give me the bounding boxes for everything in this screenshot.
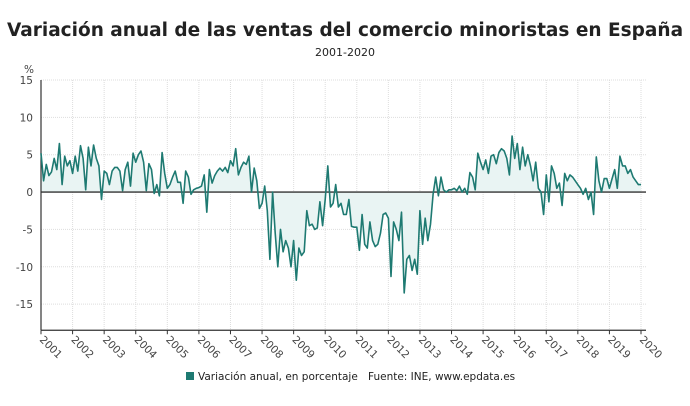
legend: Variación anual, en porcentaje Fuente: I… bbox=[186, 371, 515, 383]
x-tick-label: 2004 bbox=[132, 334, 160, 362]
x-tick-label: 2012 bbox=[384, 334, 411, 361]
x-tick-label: 2006 bbox=[195, 334, 223, 362]
x-tick-label: 2010 bbox=[321, 334, 348, 361]
x-tick-label: 2001 bbox=[37, 334, 64, 361]
x-tick-label: 2009 bbox=[290, 334, 317, 361]
x-tick-labels: 2001 2002 2003 2004 2005 2006 2007 2008 2009 2010… bbox=[37, 334, 664, 362]
series-path bbox=[40, 135, 641, 294]
x-tick-label: 2007 bbox=[226, 334, 253, 361]
y-tick-label: -15 bbox=[16, 299, 33, 311]
y-tick-label: 5 bbox=[26, 150, 33, 162]
x-tick-label: 2005 bbox=[163, 334, 190, 361]
x-tick-label: 2003 bbox=[100, 334, 127, 361]
x-tick-label: 2008 bbox=[258, 334, 285, 361]
x-tick-label: 2017 bbox=[542, 334, 569, 361]
area-path bbox=[41, 136, 641, 293]
x-tick-label: 2013 bbox=[416, 334, 443, 361]
x-tick-label: 2016 bbox=[511, 334, 539, 362]
y-axis-unit: % bbox=[24, 64, 34, 76]
legend-label: Variación anual, en porcentaje bbox=[198, 371, 358, 383]
x-tick-label: 2011 bbox=[353, 334, 380, 361]
x-tick-label: 2019 bbox=[605, 334, 632, 361]
x-tick-label: 2020 bbox=[637, 334, 664, 361]
chart-title: Variación anual de las ventas del comerc… bbox=[7, 20, 683, 41]
chart-subtitle: 2001-2020 bbox=[315, 46, 375, 59]
x-tick-label: 2018 bbox=[574, 334, 601, 361]
legend-swatch bbox=[186, 372, 194, 380]
x-tick-label: 2002 bbox=[68, 334, 95, 361]
grid bbox=[40, 79, 646, 331]
y-tick-labels: 15 10 5 0 -5 -10 -15 bbox=[16, 75, 33, 311]
y-tick-label: 15 bbox=[20, 75, 33, 87]
y-tick-label: 0 bbox=[26, 187, 33, 199]
x-tick-label: 2014 bbox=[447, 334, 475, 362]
area-fill bbox=[41, 136, 641, 293]
source-label: Fuente: INE, www.epdata.es bbox=[368, 371, 515, 383]
series-line bbox=[40, 135, 642, 294]
y-tick-label: -10 bbox=[16, 262, 33, 274]
y-tick-label: 10 bbox=[20, 112, 33, 124]
y-tick-label: -5 bbox=[23, 224, 33, 236]
x-tick-label: 2015 bbox=[479, 334, 506, 361]
